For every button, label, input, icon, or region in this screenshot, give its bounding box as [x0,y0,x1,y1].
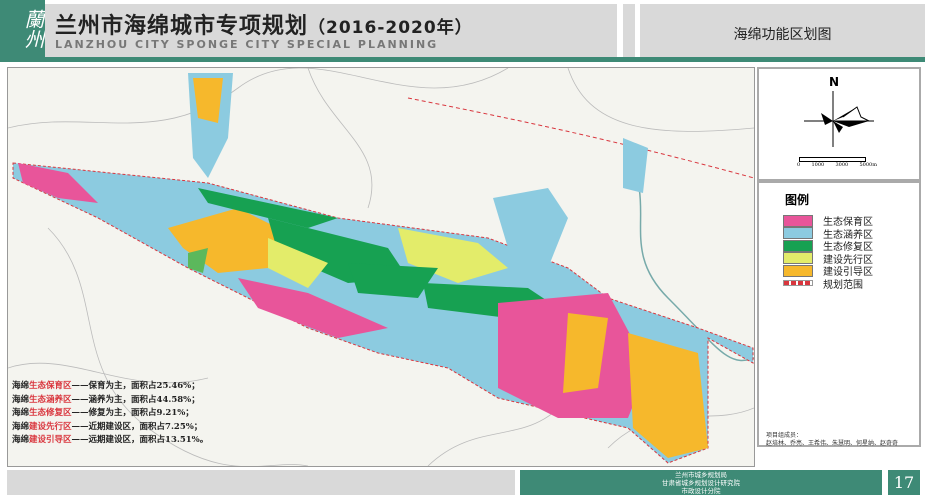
note-prefix: 海绵 [12,408,30,418]
note-desc: ——近期建设区，面积占7.25%； [71,421,203,432]
wind-rose-icon [804,91,874,147]
org-name: 甘肃省城乡规划设计研究院 [662,479,740,487]
credits-names: 赵培林、乔亮、王希伟、朱慧明、何星纳、赵奇奇 [766,440,899,447]
note-zone: 生态涵养区 [29,394,72,405]
legend-swatch [783,214,813,227]
page-number: 17 [888,470,920,495]
legend-label: 生态保育区 [823,217,873,228]
map-title-panel [640,4,925,58]
zone-note: 海绵生态涵养区——涵养为主，面积占44.58%； [12,394,208,408]
page-title: 兰州市海绵城市专项规划（2016-2020年） [55,8,473,40]
note-zone: 建设先行区 [29,421,72,432]
project-credits: 项目组成员： 赵培林、乔亮、王希伟、朱慧明、何星纳、赵奇奇 [766,432,916,448]
legend-item: 生态修复区 [783,238,873,253]
zone-note: 海绵生态修复区——修复为主，面积占9.21%； [12,407,208,421]
legend-item: 建设引导区 [783,263,873,278]
header-divider [0,57,925,62]
legend-item: 规划范围 [783,276,863,291]
scale-label: 0 [797,162,801,168]
zone-note: 海绵生态保育区——保育为主，面积占25.46%； [12,380,208,394]
note-prefix: 海绵 [12,381,30,391]
compass-panel: N 0 1000 3000 5000m [757,67,921,181]
legend-label: 建设先行区 [823,254,873,266]
map-title: 海绵功能区划图 [733,27,832,43]
note-prefix: 海绵 [12,435,30,445]
org-name: 兰州市城乡规划局 [675,471,727,479]
scale-bar [799,157,866,162]
legend-swatch [783,264,813,277]
legend-title: 图例 [785,193,810,207]
title-en: LANZHOU CITY SPONGE CITY SPECIAL PLANNIN… [55,38,439,51]
scale-label: 1000 [811,162,825,168]
note-zone: 生态保育区 [29,381,72,391]
north-label: N [829,75,840,89]
legend-swatch [783,252,813,264]
legend-swatch [783,227,813,239]
logo: 蘭州 [0,0,45,58]
note-prefix: 海绵 [12,394,30,405]
org-name: 市政设计分院 [681,487,721,495]
credits-label: 项目组成员： [766,432,803,439]
zone-note: 海绵建设先行区——近期建设区，面积占7.25%； [12,421,208,435]
legend-swatch [783,239,813,252]
legend-label: 建设引导区 [823,267,873,278]
scale-label: 3000 [835,162,849,168]
scale-label: 5000m [859,162,877,168]
zone-note: 海绵建设引导区——远期建设区，面积占13.51%。 [12,434,208,448]
legend-item: 建设先行区 [783,251,873,266]
zoning-map [7,67,755,467]
scale-labels: 0 1000 3000 5000m [797,162,877,168]
note-desc: ——保育为主，面积占25.46%； [71,381,200,391]
note-prefix: 海绵 [12,421,30,432]
legend-label: 生态涵养区 [823,229,873,241]
footer-bar [7,470,515,495]
title-panel [45,4,617,58]
note-zone: 建设引导区 [29,435,72,445]
note-desc: ——涵养为主，面积占44.58%； [71,394,200,405]
title-cn: 兰州市海绵城市专项规划 [55,14,309,39]
legend-item: 生态保育区 [783,213,873,228]
legend-swatch [783,280,813,286]
legend-panel: 图例 生态保育区 生态涵养区 生态修复区 建设先行区 建设引导区 规划范围 [757,181,921,447]
legend-label: 生态修复区 [823,242,873,253]
divider [623,4,635,58]
note-zone: 生态修复区 [29,408,72,418]
logo-text: 蘭州 [21,9,45,49]
title-year: （2016-2020年） [308,18,473,38]
legend-item: 生态涵养区 [783,226,873,241]
footer-org: 兰州市城乡规划局 甘肃省城乡规划设计研究院 市政设计分院 [520,470,882,495]
zone-notes: 海绵生态保育区——保育为主，面积占25.46%； 海绵生态涵养区——涵养为主，面积… [12,380,208,448]
note-desc: ——远期建设区，面积占13.51%。 [71,435,209,445]
note-desc: ——修复为主，面积占9.21%； [71,408,194,418]
legend-label: 规划范围 [823,279,863,291]
